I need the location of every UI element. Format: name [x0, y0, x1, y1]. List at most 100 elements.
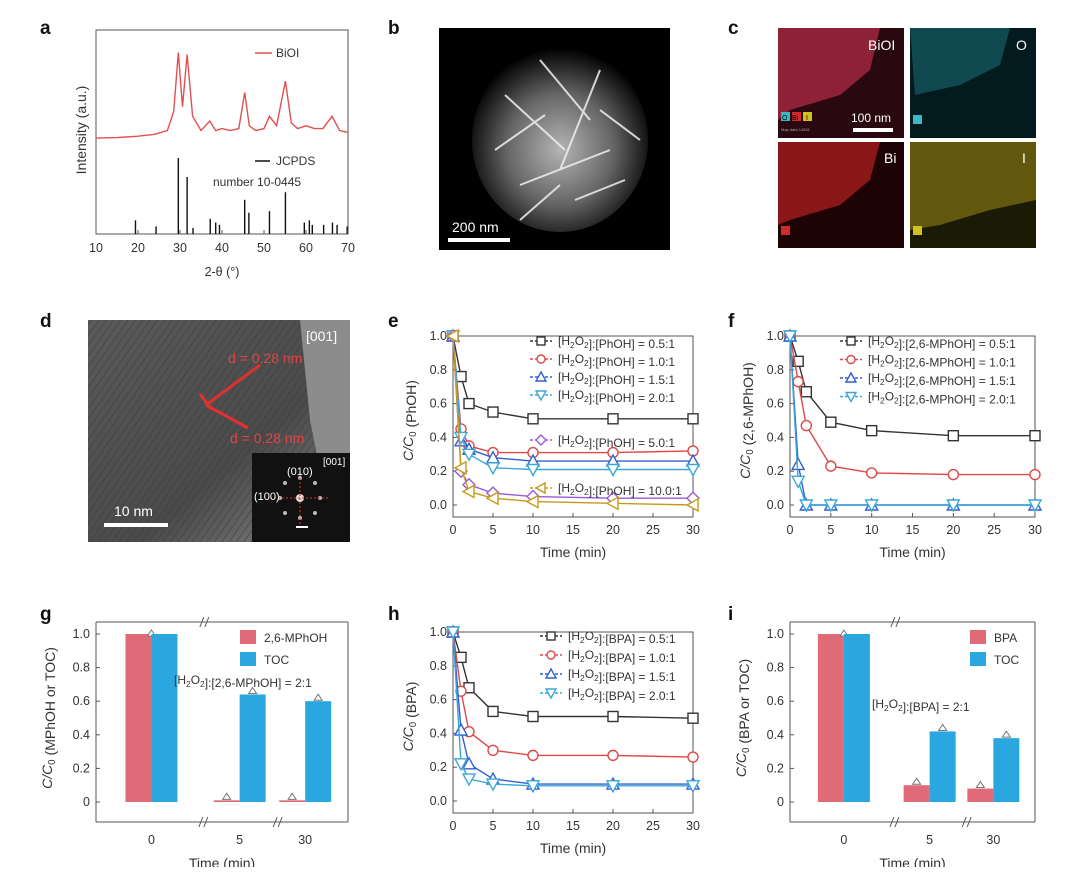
legend-marker: [544, 667, 558, 679]
y-tick-label: 0.0: [430, 498, 447, 512]
legend-label: [H2O2]:[2,6-MPhOH] = 1.5:1: [868, 371, 1016, 388]
data-point: [605, 780, 621, 794]
y-tick-label: 1.0: [430, 625, 447, 639]
scale-label-b: 200 nm: [452, 219, 499, 235]
x-tick-label: 30: [1028, 523, 1042, 537]
data-point: [790, 456, 806, 471]
data-point: [947, 430, 960, 442]
data-point: [461, 448, 477, 462]
y-tick-label: 0.6: [430, 397, 447, 411]
data-point: [825, 416, 837, 428]
legend-swatch: [240, 652, 256, 666]
legend-label: [H2O2]:[2,6-MPhOH] = 1.0:1: [868, 353, 1016, 370]
legend-marker: [544, 688, 558, 700]
y-tick-label: 0.4: [767, 728, 784, 742]
axis-break: [199, 616, 205, 628]
axis-break: [277, 816, 283, 828]
zone-axis-d: [001]: [306, 328, 337, 344]
data-point: [525, 463, 541, 477]
legend-label: 2,6-MPhOH: [264, 631, 327, 645]
error-marker: [287, 792, 298, 800]
panel-letter-h: h: [388, 604, 400, 625]
y-tick-label: 0.4: [73, 728, 90, 742]
map-label-bi: Bi: [884, 150, 896, 166]
axis-break: [889, 816, 895, 828]
legend-marker: [546, 650, 556, 660]
legend-label: [H2O2]:[BPA] = 1.0:1: [568, 648, 676, 665]
data-point: [865, 467, 878, 479]
y-tick-label: 0.6: [430, 693, 447, 707]
legend-label: BPA: [994, 631, 1017, 645]
scale-label-c: 100 nm: [851, 111, 891, 125]
legend-label-jcpds: JCPDS: [276, 154, 315, 168]
line-chart-h: 0.0 0.2 0.4 0.6 0.8 1.0 0 5 10 15 20 25 30 Time (min)…: [400, 624, 701, 856]
data-point: [485, 778, 501, 792]
legend-label: [H2O2]:[PhOH] = 2.0:1: [558, 388, 675, 405]
bar: [213, 800, 240, 802]
data-point: [525, 494, 539, 509]
data-point: [790, 475, 806, 489]
x-tick-label: 20: [131, 241, 145, 255]
x-tick-label: 60: [299, 241, 313, 255]
data-point: [687, 712, 699, 724]
x-tick-label: 0: [450, 523, 457, 537]
data-point: [685, 497, 699, 513]
x-tick-label: 20: [606, 819, 620, 833]
data-point: [864, 499, 879, 513]
map-label-o: O: [1016, 37, 1027, 53]
axis-break: [198, 816, 204, 828]
bar: [305, 701, 332, 802]
data-point: [825, 460, 837, 472]
y-tick-label: 1.0: [767, 627, 784, 641]
error-marker: [313, 693, 324, 701]
data-point: [525, 780, 541, 794]
data-point: [453, 460, 467, 475]
data-point: [461, 484, 475, 499]
x-tick-label: 15: [906, 523, 920, 537]
data-point: [445, 328, 459, 344]
y-tick-label: 0.2: [73, 761, 90, 775]
x-tick-label: 15: [566, 819, 580, 833]
d-spacing-2: d = 0.28 nm: [230, 430, 304, 446]
bar: [279, 800, 306, 802]
data-point: [687, 413, 699, 425]
data-point: [487, 744, 499, 756]
data-point: [527, 749, 539, 762]
error-marker: [911, 777, 922, 785]
panel-letter-a: a: [40, 18, 51, 39]
y-axis-label: C/C0 (2,6-MPhOH): [737, 362, 756, 479]
data-point: [527, 710, 539, 723]
x-tick-label: 10: [526, 819, 540, 833]
legend-label: [H2O2]:[BPA] = 2.0:1: [568, 686, 676, 703]
map-label-i: I: [1022, 150, 1026, 166]
x-tick-label: 10: [526, 523, 540, 537]
y-tick-label: 0.0: [767, 498, 784, 512]
scale-label-d: 10 nm: [114, 503, 153, 519]
x-tick-label: 0: [840, 833, 847, 847]
data-point: [605, 463, 621, 477]
data-point: [800, 419, 813, 432]
panel-letter-b: b: [388, 18, 400, 39]
bar-chart-g: 0 0.2 0.4 0.6 0.8 1.0 0 5 30 Time (min) C/C0 (MPhO…: [39, 616, 349, 871]
chip-i: I: [806, 115, 808, 122]
bar: [239, 694, 266, 802]
bar: [151, 634, 178, 802]
x-tick-label: 10: [865, 523, 879, 537]
legend-marker: [535, 434, 547, 446]
bar: [843, 634, 870, 802]
x-tick-label: 30: [686, 523, 700, 537]
y-tick-label: 1.0: [430, 329, 447, 343]
data-point: [685, 463, 701, 477]
data-point: [607, 413, 619, 425]
x-tick-label: 15: [566, 523, 580, 537]
x-axis-label: 2-θ (°): [205, 265, 240, 279]
y-tick-label: 0.8: [430, 659, 447, 673]
legend-label-jcpds-number: number 10-0445: [213, 175, 301, 189]
data-point: [487, 406, 499, 418]
x-tick-label: 50: [257, 241, 271, 255]
y-tick-label: 0: [83, 795, 90, 809]
data-point: [865, 424, 878, 437]
x-tick-label: 70: [341, 241, 355, 255]
bar: [929, 731, 956, 802]
x-tick-label: 0: [450, 819, 457, 833]
